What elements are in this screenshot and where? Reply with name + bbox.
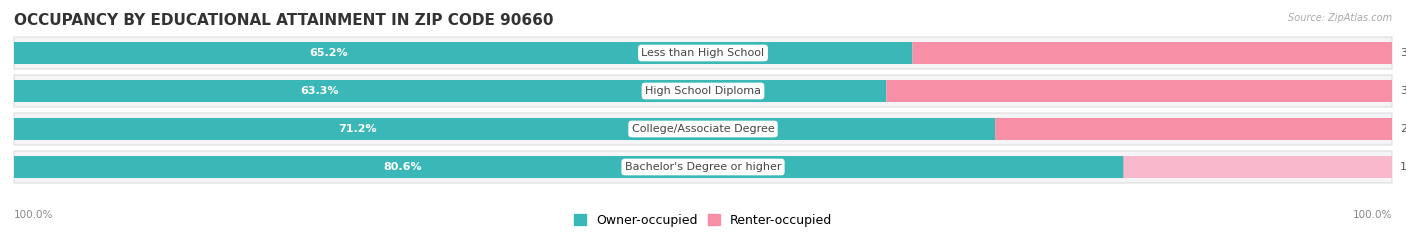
Text: 100.0%: 100.0% [14, 210, 53, 220]
Text: College/Associate Degree: College/Associate Degree [631, 124, 775, 134]
FancyBboxPatch shape [14, 80, 886, 102]
Text: OCCUPANCY BY EDUCATIONAL ATTAINMENT IN ZIP CODE 90660: OCCUPANCY BY EDUCATIONAL ATTAINMENT IN Z… [14, 13, 554, 28]
FancyBboxPatch shape [14, 37, 1392, 69]
Text: 71.2%: 71.2% [337, 124, 377, 134]
FancyBboxPatch shape [1123, 156, 1392, 178]
FancyBboxPatch shape [995, 118, 1392, 140]
FancyBboxPatch shape [886, 80, 1392, 102]
FancyBboxPatch shape [14, 42, 912, 64]
Text: 65.2%: 65.2% [309, 48, 347, 58]
Text: High School Diploma: High School Diploma [645, 86, 761, 96]
Text: Bachelor's Degree or higher: Bachelor's Degree or higher [624, 162, 782, 172]
Text: 63.3%: 63.3% [299, 86, 339, 96]
Text: 19.5%: 19.5% [1400, 162, 1406, 172]
Text: 36.7%: 36.7% [1400, 86, 1406, 96]
FancyBboxPatch shape [14, 113, 1392, 145]
Text: 34.8%: 34.8% [1400, 48, 1406, 58]
FancyBboxPatch shape [14, 118, 995, 140]
Text: Source: ZipAtlas.com: Source: ZipAtlas.com [1288, 13, 1392, 23]
Text: 28.8%: 28.8% [1400, 124, 1406, 134]
Text: Less than High School: Less than High School [641, 48, 765, 58]
FancyBboxPatch shape [14, 75, 1392, 107]
Legend: Owner-occupied, Renter-occupied: Owner-occupied, Renter-occupied [574, 214, 832, 227]
FancyBboxPatch shape [14, 151, 1392, 183]
FancyBboxPatch shape [14, 156, 1125, 178]
FancyBboxPatch shape [912, 42, 1392, 64]
Text: 100.0%: 100.0% [1353, 210, 1392, 220]
Text: 80.6%: 80.6% [384, 162, 422, 172]
